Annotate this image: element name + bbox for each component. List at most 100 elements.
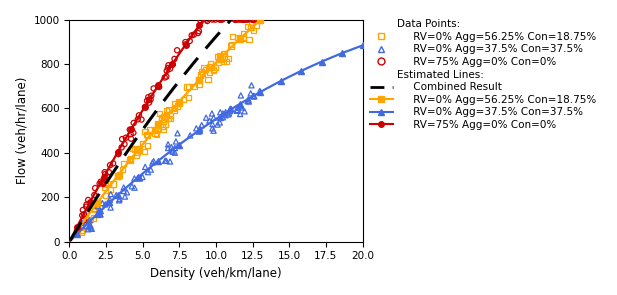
Point: [128, 146, 138, 151]
Point: [159, 114, 169, 119]
Point: [98, 181, 108, 186]
Point: [172, 48, 182, 53]
Point: [87, 227, 97, 231]
Point: [167, 145, 176, 150]
Point: [118, 189, 128, 193]
Point: [157, 117, 167, 122]
Point: [170, 150, 180, 155]
Point: [233, 35, 242, 40]
Point: [151, 132, 161, 137]
Point: [93, 200, 102, 205]
Point: [106, 187, 115, 192]
Point: [129, 121, 139, 125]
Point: [83, 198, 93, 202]
Point: [154, 85, 164, 89]
Point: [160, 115, 170, 120]
Point: [138, 141, 147, 146]
Point: [240, 17, 250, 22]
Point: [163, 65, 173, 70]
Point: [207, 17, 217, 22]
Point: [96, 179, 106, 184]
Point: [125, 127, 135, 132]
Point: [153, 84, 163, 89]
Point: [146, 167, 155, 172]
Y-axis label: Flow (veh/hr/lane): Flow (veh/hr/lane): [15, 77, 28, 184]
Point: [77, 230, 86, 235]
Point: [94, 211, 104, 215]
Point: [242, 99, 252, 104]
Point: [81, 204, 91, 209]
Point: [209, 68, 218, 72]
Point: [218, 51, 228, 56]
Point: [209, 68, 218, 73]
Point: [164, 63, 173, 68]
Point: [143, 143, 152, 148]
Point: [138, 175, 147, 179]
Point: [174, 144, 184, 148]
Point: [217, 17, 227, 22]
Point: [178, 97, 188, 102]
Point: [237, 105, 247, 110]
Point: [242, 17, 252, 22]
Point: [244, 37, 254, 42]
Point: [127, 184, 137, 189]
Point: [162, 74, 172, 79]
Point: [196, 73, 205, 77]
Point: [231, 17, 241, 22]
Point: [239, 109, 249, 114]
Point: [222, 59, 231, 64]
Point: [136, 117, 146, 122]
Point: [213, 122, 223, 127]
Point: [93, 204, 102, 209]
Point: [134, 113, 144, 118]
Point: [144, 127, 154, 132]
Point: [228, 34, 238, 39]
Point: [111, 193, 121, 197]
Point: [143, 133, 152, 138]
Point: [216, 56, 226, 60]
Point: [194, 129, 204, 134]
Point: [210, 65, 220, 70]
Point: [239, 35, 249, 40]
Point: [144, 97, 154, 102]
Point: [225, 107, 235, 112]
Point: [140, 165, 150, 169]
Point: [95, 212, 105, 217]
Point: [160, 158, 170, 163]
Point: [205, 61, 215, 66]
Point: [195, 126, 205, 131]
Point: [103, 200, 113, 205]
Point: [212, 54, 222, 59]
Point: [84, 224, 94, 229]
Point: [171, 139, 181, 144]
Point: [151, 128, 160, 133]
Point: [238, 31, 248, 36]
Point: [247, 17, 257, 22]
Point: [114, 198, 124, 203]
Point: [197, 69, 207, 73]
Point: [90, 186, 100, 191]
Point: [236, 17, 246, 22]
Point: [187, 33, 197, 38]
Point: [101, 193, 110, 198]
Point: [235, 35, 245, 40]
Point: [162, 158, 172, 163]
Point: [156, 115, 166, 120]
Point: [167, 148, 177, 153]
Point: [86, 223, 96, 228]
Point: [85, 218, 94, 223]
Point: [124, 157, 134, 162]
Point: [233, 105, 243, 110]
Point: [83, 227, 93, 232]
Point: [203, 77, 213, 82]
Point: [143, 170, 153, 174]
Point: [236, 104, 246, 109]
Point: [78, 224, 88, 229]
Point: [89, 216, 99, 220]
Point: [149, 159, 159, 163]
Point: [100, 170, 110, 175]
Point: [249, 94, 259, 98]
Point: [193, 31, 203, 35]
Point: [221, 110, 231, 114]
Point: [102, 181, 112, 186]
